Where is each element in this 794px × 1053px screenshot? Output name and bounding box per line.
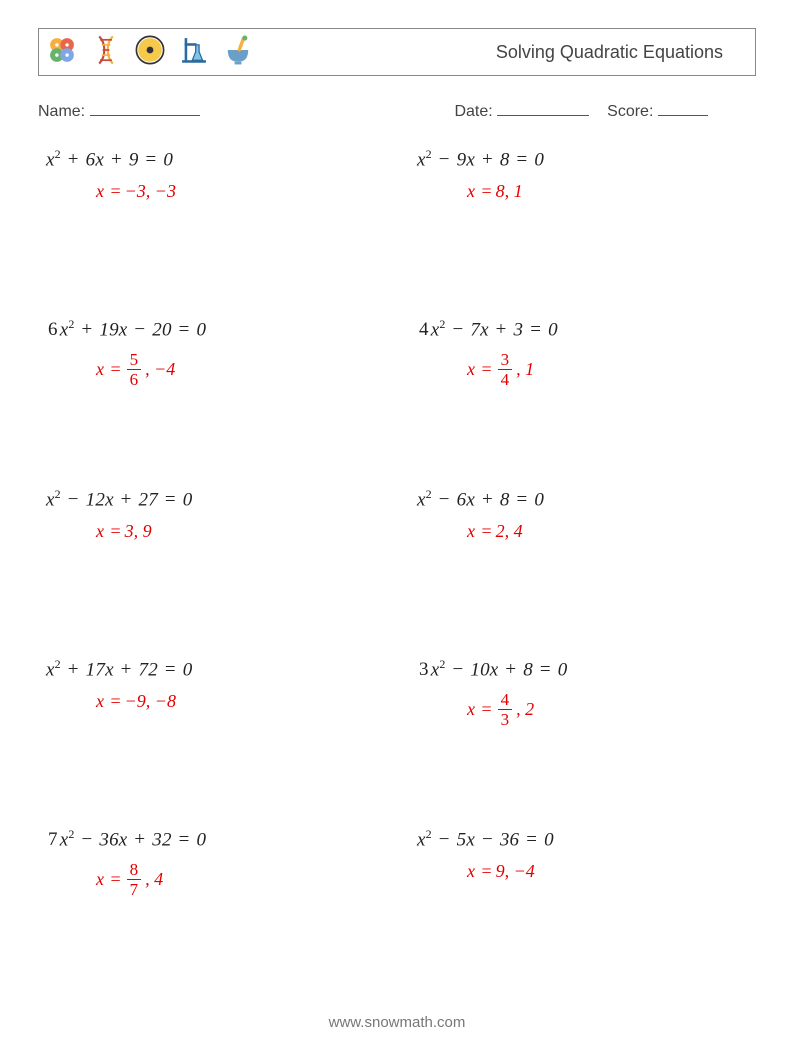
problem-9: 7x2 − 36x + 32 = 0 x = 87, 4 <box>46 827 377 917</box>
answer: x = 87, 4 <box>96 861 377 898</box>
worksheet-title: Solving Quadratic Equations <box>496 42 743 63</box>
footer-url: www.snowmath.com <box>0 1014 794 1031</box>
problem-2: x2 − 9x + 8 = 0 x = 8, 1 <box>417 147 748 237</box>
problem-8: 3x2 − 10x + 8 = 0 x = 43, 2 <box>417 657 748 747</box>
date-label: Date: <box>454 103 492 120</box>
problem-5: x2 − 12x + 27 = 0 x = 3, 9 <box>46 487 377 577</box>
answer: x = −3, −3 <box>96 181 377 202</box>
score-blank[interactable] <box>658 102 708 116</box>
dna-icon <box>89 33 123 72</box>
score-label: Score: <box>607 103 653 120</box>
equation: x2 + 17x + 72 = 0 <box>46 657 377 681</box>
name-blank[interactable] <box>90 102 200 116</box>
equation: 3x2 − 10x + 8 = 0 <box>417 657 748 681</box>
answer: x = −9, −8 <box>96 691 377 712</box>
answer: x = 3, 9 <box>96 521 377 542</box>
answer: x = 34, 1 <box>467 351 748 388</box>
icon-strip <box>45 33 255 72</box>
problem-10: x2 − 5x − 36 = 0 x = 9, −4 <box>417 827 748 917</box>
problem-3: 6x2 + 19x − 20 = 0 x = 56, −4 <box>46 317 377 407</box>
name-label: Name: <box>38 103 85 120</box>
equation: x2 − 9x + 8 = 0 <box>417 147 748 171</box>
equation: x2 − 5x − 36 = 0 <box>417 827 748 851</box>
equation: x2 − 12x + 27 = 0 <box>46 487 377 511</box>
mortar-icon <box>221 33 255 72</box>
answer: x = 2, 4 <box>467 521 748 542</box>
problem-7: x2 + 17x + 72 = 0 x = −9, −8 <box>46 657 377 747</box>
radiation-icon <box>133 33 167 72</box>
answer: x = 43, 2 <box>467 691 748 728</box>
date-blank[interactable] <box>497 102 589 116</box>
header-bar: Solving Quadratic Equations <box>38 28 756 76</box>
molecule-icon <box>45 33 79 72</box>
equation: 6x2 + 19x − 20 = 0 <box>46 317 377 341</box>
equation: 7x2 − 36x + 32 = 0 <box>46 827 377 851</box>
equation: x2 + 6x + 9 = 0 <box>46 147 377 171</box>
meta-row: Name: Date: Score: <box>38 102 756 121</box>
equation: 4x2 − 7x + 3 = 0 <box>417 317 748 341</box>
problems-grid: x2 + 6x + 9 = 0 x = −3, −3 x2 − 9x + 8 = 0… <box>38 147 756 917</box>
problem-4: 4x2 − 7x + 3 = 0 x = 34, 1 <box>417 317 748 407</box>
problem-1: x2 + 6x + 9 = 0 x = −3, −3 <box>46 147 377 237</box>
problem-6: x2 − 6x + 8 = 0 x = 2, 4 <box>417 487 748 577</box>
equation: x2 − 6x + 8 = 0 <box>417 487 748 511</box>
answer: x = 56, −4 <box>96 351 377 388</box>
flask-stand-icon <box>177 33 211 72</box>
answer: x = 9, −4 <box>467 861 748 882</box>
answer: x = 8, 1 <box>467 181 748 202</box>
